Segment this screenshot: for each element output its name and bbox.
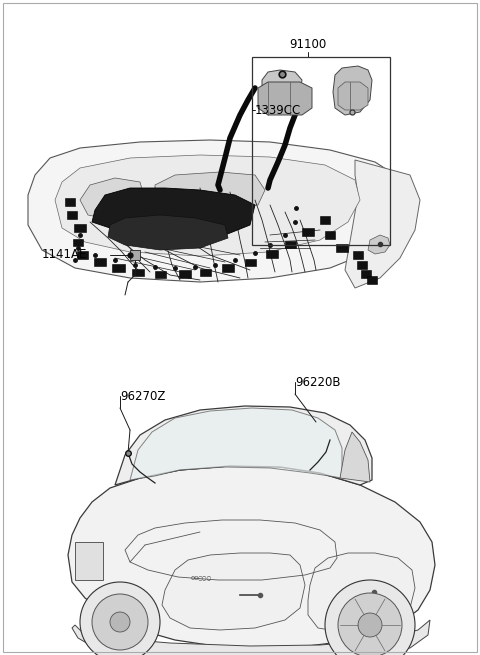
Bar bbox=[336, 244, 348, 252]
Bar bbox=[285, 240, 296, 248]
Polygon shape bbox=[28, 140, 408, 282]
Text: 1339CC: 1339CC bbox=[255, 103, 301, 117]
Polygon shape bbox=[80, 178, 145, 220]
Polygon shape bbox=[115, 406, 372, 485]
Bar bbox=[94, 258, 106, 266]
Bar bbox=[75, 542, 103, 580]
Polygon shape bbox=[340, 432, 370, 482]
Polygon shape bbox=[72, 620, 430, 655]
Bar bbox=[320, 216, 330, 224]
Bar bbox=[325, 231, 335, 239]
Polygon shape bbox=[92, 188, 255, 238]
Polygon shape bbox=[258, 82, 312, 115]
Bar bbox=[67, 211, 77, 219]
Bar bbox=[222, 264, 234, 272]
Bar bbox=[155, 271, 166, 278]
Text: 1141AE: 1141AE bbox=[42, 248, 87, 261]
Polygon shape bbox=[333, 66, 372, 115]
Polygon shape bbox=[262, 70, 302, 98]
Bar bbox=[367, 276, 377, 284]
Polygon shape bbox=[308, 553, 415, 632]
Bar bbox=[65, 198, 75, 206]
Polygon shape bbox=[68, 466, 435, 648]
Circle shape bbox=[358, 613, 382, 637]
Bar bbox=[244, 259, 255, 265]
Bar bbox=[200, 269, 211, 276]
Polygon shape bbox=[130, 408, 342, 480]
Bar bbox=[252, 57, 390, 245]
Circle shape bbox=[338, 593, 402, 655]
Text: 96220B: 96220B bbox=[295, 375, 340, 388]
Bar bbox=[132, 269, 144, 276]
Polygon shape bbox=[55, 155, 360, 256]
Circle shape bbox=[80, 582, 160, 655]
Bar bbox=[179, 270, 191, 278]
Circle shape bbox=[325, 580, 415, 655]
Text: 96270Z: 96270Z bbox=[120, 390, 166, 403]
Bar bbox=[361, 270, 371, 278]
Bar bbox=[74, 224, 86, 232]
Text: ○○○: ○○○ bbox=[198, 576, 212, 580]
Circle shape bbox=[92, 594, 148, 650]
Text: oo: oo bbox=[191, 575, 199, 581]
Bar bbox=[73, 238, 83, 246]
Bar bbox=[76, 251, 87, 259]
Polygon shape bbox=[345, 160, 420, 288]
Circle shape bbox=[110, 612, 130, 632]
Polygon shape bbox=[155, 172, 265, 210]
Bar bbox=[353, 251, 363, 259]
Bar bbox=[111, 264, 124, 272]
Bar bbox=[266, 250, 278, 258]
Polygon shape bbox=[338, 82, 368, 110]
Bar bbox=[302, 228, 314, 236]
Bar bbox=[130, 250, 140, 260]
Polygon shape bbox=[162, 553, 305, 630]
Bar bbox=[357, 261, 367, 269]
Polygon shape bbox=[108, 215, 228, 250]
Polygon shape bbox=[368, 235, 390, 254]
Text: 91100: 91100 bbox=[289, 39, 326, 52]
